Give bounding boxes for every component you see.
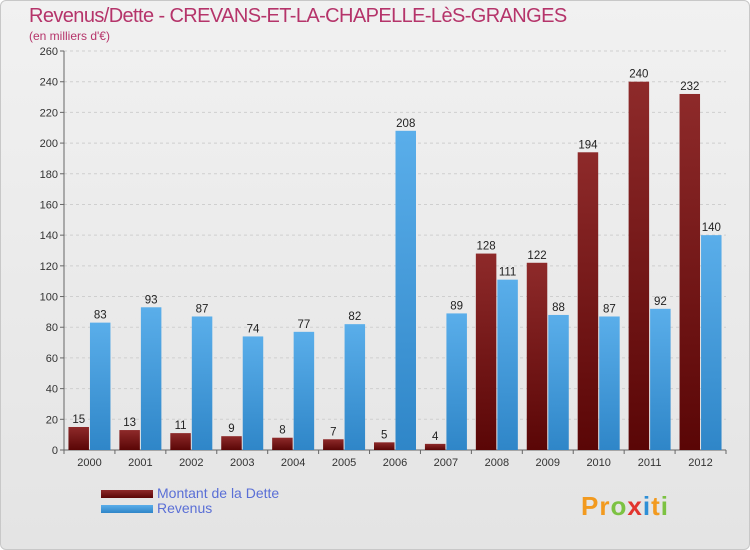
y-tick-label: 220: [40, 107, 58, 119]
data-label: 92: [654, 296, 667, 308]
data-label: 8: [279, 425, 285, 437]
y-tick-label: 140: [40, 230, 58, 242]
data-label: 87: [603, 303, 616, 315]
bar-revenus: [446, 313, 467, 450]
logo-letter: o: [610, 491, 628, 521]
chart-subtitle: (en milliers d'€): [29, 29, 110, 43]
data-label: 83: [94, 310, 107, 322]
bar-dette: [272, 437, 293, 450]
x-tick-label: 2004: [281, 457, 305, 469]
y-tick-label: 240: [40, 77, 58, 89]
y-tick-label: 100: [40, 292, 58, 304]
chart-title: Revenus/Dette - CREVANS-ET-LA-CHAPELLE-L…: [29, 5, 567, 27]
legend-swatch-revenus: [101, 505, 153, 513]
bars: [68, 81, 722, 451]
logo-letter: x: [627, 491, 643, 521]
bar-revenus: [599, 316, 620, 450]
logo-letter: i: [642, 491, 652, 521]
data-label: 240: [629, 69, 648, 81]
data-label: 7: [330, 426, 336, 438]
bar-revenus: [497, 279, 518, 450]
bar-revenus: [548, 314, 569, 450]
data-label: 194: [578, 139, 598, 151]
data-label: 140: [702, 222, 721, 234]
x-tick-label: 2005: [332, 457, 356, 469]
data-label: 87: [196, 303, 209, 315]
x-tick-label: 2007: [434, 457, 458, 469]
bar-dette: [323, 439, 344, 450]
x-tick-label: 2003: [230, 457, 254, 469]
x-tick-label: 2009: [536, 457, 560, 469]
data-labels: 1583139311879748777825208489128111122881…: [72, 69, 721, 443]
y-tick-label: 260: [40, 46, 58, 58]
bar-dette: [526, 262, 548, 450]
bar-dette: [119, 430, 140, 450]
x-tick-label: 2012: [688, 457, 712, 469]
bar-revenus: [89, 322, 111, 450]
grid-lines: [64, 50, 726, 451]
data-label: 82: [348, 311, 361, 323]
data-label: 208: [396, 118, 415, 130]
data-label: 93: [145, 294, 158, 306]
data-label: 11: [175, 420, 187, 432]
bar-revenus: [395, 130, 416, 451]
bar-revenus: [701, 235, 722, 450]
y-tick-label: 180: [40, 169, 58, 181]
data-label: 77: [298, 319, 311, 331]
bar-dette: [374, 442, 395, 450]
data-label: 9: [228, 423, 234, 435]
bar-dette: [679, 93, 701, 450]
y-tick-label: 20: [46, 414, 58, 426]
bar-revenus: [344, 324, 366, 450]
data-label: 128: [477, 241, 496, 253]
bar-revenus: [293, 331, 315, 450]
logo-letter: r: [599, 491, 611, 521]
y-tick-label: 200: [40, 138, 58, 150]
bar-revenus: [242, 336, 264, 450]
x-tick-label: 2006: [383, 457, 407, 469]
y-tick-label: 60: [46, 353, 58, 365]
proxiti-logo: Proxiti: [581, 491, 669, 522]
data-label: 5: [381, 429, 387, 441]
data-label: 232: [680, 81, 699, 93]
bar-dette: [170, 433, 191, 450]
x-tick-label: 2001: [128, 457, 152, 469]
logo-letter: t: [651, 491, 661, 521]
data-label: 122: [527, 250, 546, 262]
y-tick-label: 0: [52, 445, 58, 457]
bar-dette: [424, 443, 446, 450]
bar-dette: [577, 152, 599, 451]
bar-dette: [475, 253, 497, 450]
y-tick-label: 40: [46, 384, 58, 396]
x-tick-label: 2011: [638, 457, 662, 469]
x-tick-label: 2008: [485, 457, 509, 469]
x-tick-label: 2002: [179, 457, 203, 469]
data-label: 89: [450, 300, 463, 312]
x-tick-label: 2000: [77, 457, 101, 469]
data-label: 15: [72, 414, 85, 426]
data-label: 4: [432, 431, 439, 443]
x-tick-label: 2010: [586, 457, 610, 469]
bar-revenus: [140, 307, 162, 450]
bar-dette: [221, 436, 242, 450]
legend-label-dette: Montant de la Dette: [157, 485, 280, 501]
y-tick-label: 80: [46, 322, 58, 334]
y-tick-label: 120: [40, 261, 58, 273]
bar-revenus: [191, 316, 213, 450]
bar-dette: [628, 81, 650, 450]
logo-letter: P: [581, 491, 600, 521]
data-label: 74: [247, 323, 260, 335]
bar-revenus: [650, 308, 671, 450]
logo-letter: i: [660, 491, 669, 521]
data-label: 13: [123, 417, 136, 429]
data-label: 88: [552, 302, 565, 314]
data-label: 111: [499, 267, 516, 279]
legend-swatch-dette: [101, 490, 153, 498]
bar-dette: [68, 426, 89, 450]
legend-label-revenus: Revenus: [157, 500, 213, 516]
y-tick-label: 160: [40, 199, 58, 211]
